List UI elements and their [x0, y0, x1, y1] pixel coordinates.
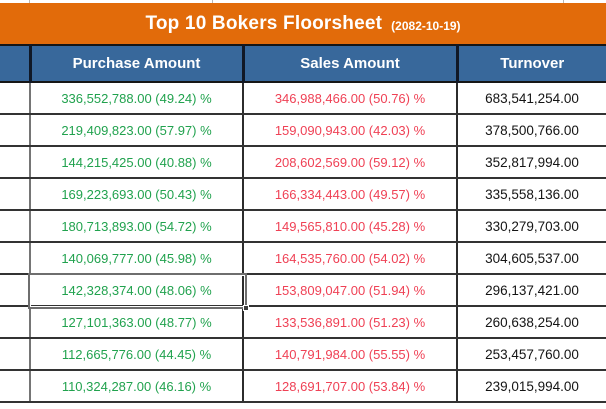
sales-amount-cell[interactable]: 149,565,810.00 (45.28) % — [242, 210, 457, 243]
header-rank[interactable] — [0, 44, 30, 83]
sales-amount-cell[interactable]: 128,691,707.00 (53.84) % — [242, 370, 457, 403]
table-row: 112,665,776.00 (44.45) % 140,791,984.00 … — [0, 338, 606, 371]
purchase-amount-cell[interactable]: 169,223,693.00 (50.43) % — [30, 178, 243, 211]
sales-amount-cell[interactable]: 164,535,760.00 (54.02) % — [242, 242, 457, 275]
rank-cell[interactable] — [0, 178, 31, 211]
sales-amount-cell[interactable]: 346,988,466.00 (50.76) % — [242, 82, 457, 115]
purchase-amount-cell[interactable]: 180,713,893.00 (54.72) % — [30, 210, 243, 243]
sales-amount-cell[interactable]: 140,791,984.00 (55.55) % — [242, 338, 457, 371]
purchase-amount-cell[interactable]: 140,069,777.00 (45.98) % — [30, 242, 243, 275]
turnover-cell[interactable]: 260,638,254.00 — [456, 306, 606, 339]
sales-amount-cell[interactable]: 208,602,569.00 (59.12) % — [242, 146, 457, 179]
gridline-tick — [29, 0, 30, 3]
turnover-cell[interactable]: 352,817,994.00 — [456, 146, 606, 179]
floorsheet-table: Purchase Amount Sales Amount Turnover 33… — [0, 44, 606, 403]
table-row: 127,101,363.00 (48.77) % 133,536,891.00 … — [0, 306, 606, 339]
purchase-amount-cell[interactable]: 127,101,363.00 (48.77) % — [30, 306, 243, 339]
table-row: 140,069,777.00 (45.98) % 164,535,760.00 … — [0, 242, 606, 275]
turnover-cell[interactable]: 378,500,766.00 — [456, 114, 606, 147]
table-row: 110,324,287.00 (46.16) % 128,691,707.00 … — [0, 370, 606, 403]
purchase-amount-cell[interactable]: 144,215,425.00 (40.88) % — [30, 146, 243, 179]
report-title: Top 10 Bokers Floorsheet — [145, 12, 383, 34]
purchase-amount-cell[interactable]: 336,552,788.00 (49.24) % — [30, 82, 243, 115]
gridline-tick — [563, 0, 564, 3]
rank-cell[interactable] — [0, 210, 31, 243]
table-row: 180,713,893.00 (54.72) % 149,565,810.00 … — [0, 210, 606, 243]
rank-cell[interactable] — [0, 242, 31, 275]
turnover-cell[interactable]: 683,541,254.00 — [456, 82, 606, 115]
table-row: 169,223,693.00 (50.43) % 166,334,443.00 … — [0, 178, 606, 211]
header-turnover[interactable]: Turnover — [455, 44, 606, 83]
turnover-cell[interactable]: 253,457,760.00 — [456, 338, 606, 371]
purchase-amount-cell[interactable]: 219,409,823.00 (57.97) % — [30, 114, 243, 147]
turnover-cell[interactable]: 304,605,537.00 — [456, 242, 606, 275]
rank-cell[interactable] — [0, 82, 31, 115]
rank-cell[interactable] — [0, 146, 31, 179]
rank-cell[interactable] — [0, 370, 31, 403]
sales-amount-cell[interactable]: 159,090,943.00 (42.03) % — [242, 114, 457, 147]
rank-cell[interactable] — [0, 306, 31, 339]
sales-amount-cell[interactable]: 166,334,443.00 (49.57) % — [242, 178, 457, 211]
turnover-cell[interactable]: 335,558,136.00 — [456, 178, 606, 211]
header-purchase-amount[interactable]: Purchase Amount — [28, 44, 243, 83]
table-row: 219,409,823.00 (57.97) % 159,090,943.00 … — [0, 114, 606, 147]
turnover-cell[interactable]: 296,137,421.00 — [456, 274, 606, 307]
purchase-amount-cell[interactable]: 112,665,776.00 (44.45) % — [30, 338, 243, 371]
table-row: 142,328,374.00 (48.06) % 153,809,047.00 … — [0, 274, 606, 307]
gridline-tick — [212, 0, 213, 3]
turnover-cell[interactable]: 330,279,703.00 — [456, 210, 606, 243]
worksheet-gridline-strip — [0, 0, 606, 3]
turnover-cell[interactable]: 239,015,994.00 — [456, 370, 606, 403]
sales-amount-cell[interactable]: 133,536,891.00 (51.23) % — [242, 306, 457, 339]
table-row: 336,552,788.00 (49.24) % 346,988,466.00 … — [0, 82, 606, 115]
rank-cell[interactable] — [0, 274, 31, 307]
report-title-bar: Top 10 Bokers Floorsheet (2082-10-19) — [0, 3, 606, 44]
purchase-amount-cell[interactable]: 142,328,374.00 (48.06) % — [30, 274, 243, 307]
purchase-amount-cell[interactable]: 110,324,287.00 (46.16) % — [30, 370, 243, 403]
table-row: 144,215,425.00 (40.88) % 208,602,569.00 … — [0, 146, 606, 179]
report-date: (2082-10-19) — [391, 18, 461, 33]
sales-amount-cell[interactable]: 153,809,047.00 (51.94) % — [242, 274, 457, 307]
table-body: 336,552,788.00 (49.24) % 346,988,466.00 … — [0, 82, 606, 403]
header-row: Purchase Amount Sales Amount Turnover — [0, 44, 606, 83]
header-sales-amount[interactable]: Sales Amount — [241, 44, 457, 83]
rank-cell[interactable] — [0, 338, 31, 371]
rank-cell[interactable] — [0, 114, 31, 147]
